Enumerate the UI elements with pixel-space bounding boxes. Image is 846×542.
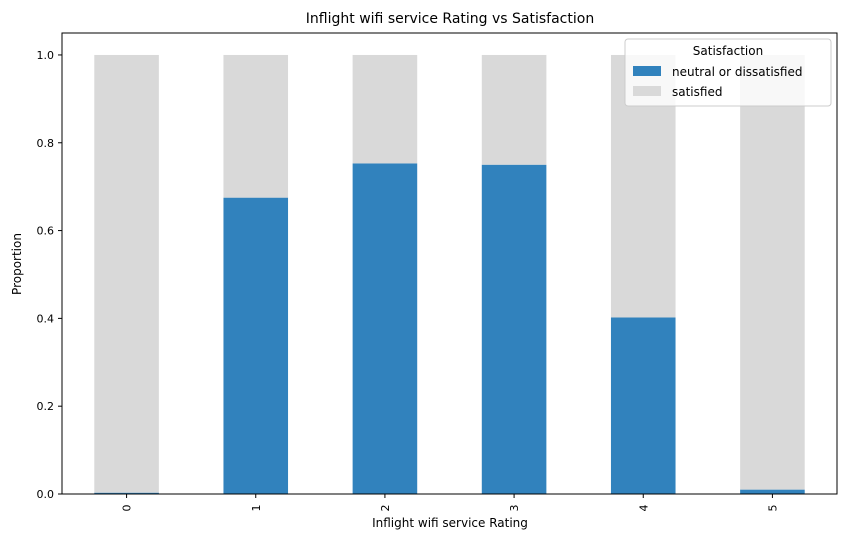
bar-satisfied-2 [352,54,418,164]
x-axis-label: Inflight wifi service Rating [372,516,528,530]
legend-label-neutral-or-dissatisfied: neutral or dissatisfied [672,65,802,79]
x-axis: 0 1 2 3 4 5 [121,494,779,512]
x-tick-label: 4 [637,505,650,512]
bar-neutral-or-dissatisfied-3 [481,164,547,494]
legend-title: Satisfaction [693,44,763,58]
chart-title: Inflight wifi service Rating vs Satisfac… [306,11,594,27]
bar-satisfied-5 [740,54,805,490]
y-axis-label: Proportion [10,233,24,295]
legend-swatch-neutral-or-dissatisfied [633,66,661,76]
y-tick-label: 0.4 [37,312,55,325]
x-tick-label: 5 [766,505,779,512]
bar-satisfied-1 [223,54,289,198]
y-tick-label: 0.0 [37,488,55,501]
bar-satisfied-3 [481,54,547,165]
bar-satisfied-0 [94,54,159,493]
y-tick-label: 0.2 [37,400,55,413]
legend-label-satisfied: satisfied [672,85,722,99]
legend-box [624,38,832,107]
y-tick-label: 0.8 [37,137,55,150]
bar-neutral-or-dissatisfied-2 [352,163,418,494]
y-tick-label: 1.0 [37,49,55,62]
x-tick-label: 2 [379,505,392,512]
legend-swatch-satisfied [633,86,661,96]
y-tick-label: 0.6 [37,225,55,238]
x-tick-label: 0 [121,505,134,512]
x-tick-label: 1 [250,505,263,512]
y-axis: 0.0 0.2 0.4 0.6 0.8 1.0 [37,49,62,501]
bar-neutral-or-dissatisfied-0 [94,492,159,494]
legend: Satisfaction neutral or dissatisfied sat… [624,38,832,107]
bars-group [94,54,805,494]
x-tick-label: 3 [508,505,521,512]
bar-neutral-or-dissatisfied-1 [223,197,289,494]
bar-neutral-or-dissatisfied-4 [610,317,676,494]
plot-frame [61,32,838,495]
bar-neutral-or-dissatisfied-5 [740,489,805,494]
